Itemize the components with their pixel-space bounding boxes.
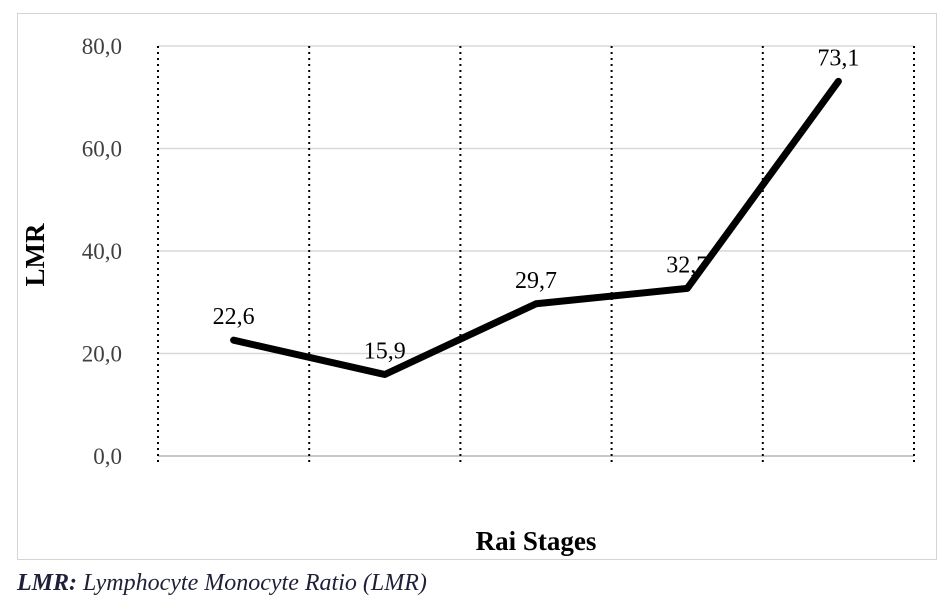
data-label: 22,6 <box>213 304 255 330</box>
data-label: 73,1 <box>817 45 859 71</box>
y-tick-label: 60,0 <box>82 137 122 162</box>
data-label: 29,7 <box>515 268 557 294</box>
data-labels-group: 22,6 15,9 29,7 32,7 73,1 <box>213 45 860 364</box>
y-tick-label: 40,0 <box>82 239 122 264</box>
vertical-gridlines <box>157 46 915 464</box>
caption-text: Lymphocyte Monocyte Ratio (LMR) <box>77 570 427 596</box>
caption-abbreviation: LMR: <box>17 570 77 596</box>
figure-caption: LMR: Lymphocyte Monocyte Ratio (LMR) <box>17 570 427 597</box>
data-label: 15,9 <box>364 339 406 365</box>
data-label: 32,7 <box>666 252 708 278</box>
chart-frame <box>17 13 937 560</box>
y-tick-label: 20,0 <box>82 342 122 367</box>
y-tick-label: 0,0 <box>93 444 122 469</box>
y-tick-label: 80,0 <box>82 34 122 59</box>
y-axis-tick-labels: 0,0 20,0 40,0 60,0 80,0 <box>82 34 122 469</box>
y-axis-title: LMR <box>20 223 50 286</box>
horizontal-gridlines <box>158 45 914 457</box>
series-line <box>230 77 842 379</box>
x-axis-title: Rai Stages <box>476 526 597 556</box>
series-line-group <box>230 77 842 379</box>
